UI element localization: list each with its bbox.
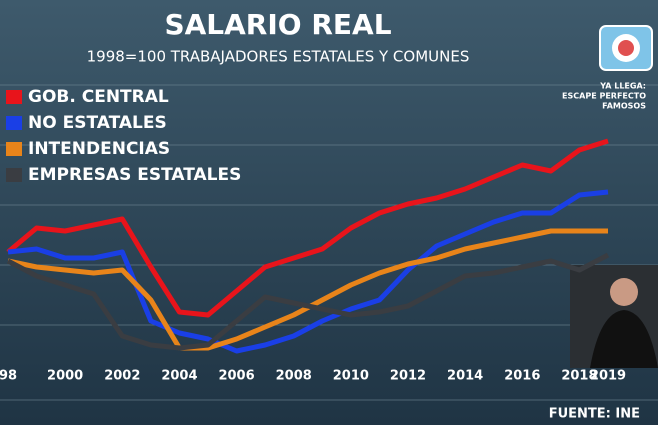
- promo-line: YA LLEGA:: [599, 82, 646, 91]
- legend-swatch: [6, 142, 22, 156]
- promo-line: ESCAPE PERFECTO: [562, 92, 646, 101]
- x-tick-label: 2012: [390, 369, 426, 384]
- chart-subtitle: 1998=100 TRABAJADORES ESTATALES Y COMUNE…: [87, 48, 470, 66]
- legend-label: INTENDENCIAS: [28, 139, 170, 159]
- legend-label: EMPRESAS ESTATALES: [28, 165, 241, 185]
- promo-line: FAMOSOS: [602, 102, 646, 111]
- x-tick-label: 2000: [47, 369, 83, 384]
- series-line: [6, 252, 610, 351]
- x-tick-label: 2008: [276, 369, 312, 384]
- legend-swatch: [6, 168, 22, 182]
- legend-swatch: [6, 90, 22, 104]
- channel-logo: [599, 25, 653, 71]
- legend-label: NO ESTATALES: [28, 113, 167, 133]
- chart-title: SALARIO REAL: [164, 8, 391, 41]
- x-tick-label: 2016: [504, 369, 540, 384]
- legend-label: GOB. CENTRAL: [28, 87, 169, 107]
- x-tick-label: 2018: [561, 369, 597, 384]
- legend-swatch: [6, 116, 22, 130]
- decor-lines: [0, 84, 658, 401]
- x-tick-label: 2019: [590, 369, 626, 384]
- x-tick-label: 2002: [104, 369, 140, 384]
- x-tick-label: 2004: [161, 369, 197, 384]
- series-line: [7, 189, 609, 354]
- source: FUENTE: INE: [549, 407, 640, 422]
- x-tick-label: 2006: [218, 369, 254, 384]
- x-tick-label: 98: [0, 369, 17, 384]
- x-tick-label: 2010: [333, 369, 369, 384]
- x-tick-label: 2014: [447, 369, 483, 384]
- series-line: [6, 138, 609, 318]
- sign-interpreter: [570, 265, 658, 368]
